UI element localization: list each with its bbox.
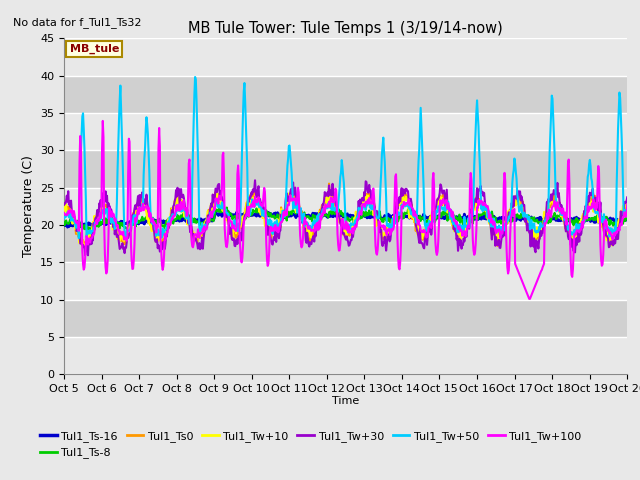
Line: Tul1_Tw+10: Tul1_Tw+10 bbox=[64, 191, 627, 247]
Tul1_Tw+10 bbox=[95, 210, 103, 216]
Tul1_Tw+50 bbox=[420, 208, 428, 214]
Tul1_Ts0 bbox=[82, 247, 90, 252]
Tul1_Tw+30 bbox=[623, 194, 631, 200]
Tul1_Tw+30 bbox=[489, 224, 497, 230]
Tul1_Tw+50 bbox=[191, 74, 199, 80]
Tul1_Ts0 bbox=[489, 230, 497, 236]
Tul1_Tw+30 bbox=[547, 195, 554, 201]
Tul1_Ts-16 bbox=[95, 223, 103, 228]
Line: Tul1_Tw+50: Tul1_Tw+50 bbox=[64, 77, 627, 238]
Text: No data for f_Tul1_Ts32: No data for f_Tul1_Ts32 bbox=[13, 17, 141, 28]
Tul1_Ts-8 bbox=[623, 216, 631, 222]
Tul1_Ts-16 bbox=[388, 213, 396, 219]
Tul1_Ts0 bbox=[95, 209, 103, 215]
Tul1_Tw+30 bbox=[95, 201, 103, 206]
Tul1_Tw+50 bbox=[95, 216, 102, 222]
Tul1_Tw+10 bbox=[388, 221, 396, 227]
Tul1_Ts-8 bbox=[388, 217, 396, 223]
Tul1_Ts0 bbox=[325, 180, 333, 186]
Bar bbox=[64, 337, 627, 374]
Bar bbox=[64, 150, 627, 188]
Tul1_Tw+100 bbox=[488, 216, 496, 222]
X-axis label: Time: Time bbox=[332, 396, 359, 406]
Tul1_Tw+10 bbox=[547, 199, 554, 204]
Tul1_Tw+50 bbox=[547, 131, 554, 137]
Tul1_Ts-8 bbox=[420, 217, 428, 223]
Tul1_Tw+50 bbox=[489, 216, 497, 221]
Tul1_Ts0 bbox=[388, 217, 396, 223]
Tul1_Ts0 bbox=[547, 204, 554, 209]
Bar bbox=[64, 38, 627, 76]
Tul1_Tw+100 bbox=[547, 212, 554, 217]
Line: Tul1_Ts0: Tul1_Ts0 bbox=[64, 183, 627, 250]
Bar bbox=[64, 113, 627, 150]
Tul1_Ts-16 bbox=[403, 214, 411, 220]
Line: Tul1_Tw+100: Tul1_Tw+100 bbox=[64, 121, 627, 299]
Text: MB_tule: MB_tule bbox=[70, 44, 119, 54]
Title: MB Tule Tower: Tule Temps 1 (3/19/14-now): MB Tule Tower: Tule Temps 1 (3/19/14-now… bbox=[188, 21, 503, 36]
Tul1_Tw+50 bbox=[403, 203, 411, 209]
Tul1_Ts0 bbox=[420, 228, 428, 234]
Tul1_Tw+10 bbox=[60, 205, 68, 211]
Tul1_Tw+100 bbox=[403, 200, 410, 206]
Tul1_Tw+30 bbox=[388, 226, 396, 231]
Tul1_Ts-8 bbox=[547, 219, 554, 225]
Tul1_Ts0 bbox=[60, 201, 68, 207]
Line: Tul1_Ts-8: Tul1_Ts-8 bbox=[64, 207, 627, 230]
Tul1_Tw+10 bbox=[79, 244, 87, 250]
Tul1_Tw+100 bbox=[388, 228, 396, 234]
Tul1_Tw+30 bbox=[84, 252, 92, 258]
Tul1_Tw+30 bbox=[420, 245, 428, 251]
Line: Tul1_Tw+30: Tul1_Tw+30 bbox=[64, 180, 627, 255]
Tul1_Tw+100 bbox=[623, 202, 631, 207]
Tul1_Ts-16 bbox=[223, 209, 230, 215]
Tul1_Ts-16 bbox=[547, 218, 554, 224]
Legend: Tul1_Ts-16, Tul1_Ts-8, Tul1_Ts0, Tul1_Tw+10, Tul1_Tw+30, Tul1_Tw+50, Tul1_Tw+100: Tul1_Ts-16, Tul1_Ts-8, Tul1_Ts0, Tul1_Tw… bbox=[36, 427, 586, 463]
Tul1_Tw+10 bbox=[212, 188, 220, 194]
Tul1_Ts-8 bbox=[95, 224, 102, 229]
Tul1_Ts-16 bbox=[489, 214, 497, 220]
Tul1_Tw+30 bbox=[403, 188, 411, 193]
Tul1_Tw+30 bbox=[60, 202, 68, 208]
Tul1_Tw+100 bbox=[60, 210, 68, 216]
Tul1_Ts-8 bbox=[223, 204, 230, 210]
Tul1_Tw+100 bbox=[526, 296, 534, 302]
Bar bbox=[64, 225, 627, 263]
Tul1_Ts0 bbox=[623, 196, 631, 202]
Tul1_Ts-8 bbox=[124, 227, 132, 233]
Bar bbox=[64, 263, 627, 300]
Line: Tul1_Ts-16: Tul1_Ts-16 bbox=[64, 212, 627, 227]
Tul1_Tw+50 bbox=[122, 235, 129, 241]
Tul1_Ts-16 bbox=[60, 222, 68, 228]
Tul1_Ts0 bbox=[403, 193, 411, 199]
Bar bbox=[64, 188, 627, 225]
Tul1_Tw+100 bbox=[420, 227, 428, 233]
Tul1_Ts-8 bbox=[489, 212, 497, 218]
Tul1_Ts-16 bbox=[420, 216, 428, 222]
Tul1_Ts-16 bbox=[623, 216, 631, 222]
Tul1_Tw+50 bbox=[623, 209, 631, 215]
Bar bbox=[64, 300, 627, 337]
Y-axis label: Temperature (C): Temperature (C) bbox=[22, 156, 35, 257]
Tul1_Tw+100 bbox=[99, 118, 107, 124]
Bar bbox=[64, 76, 627, 113]
Tul1_Ts-8 bbox=[60, 219, 68, 225]
Tul1_Ts-8 bbox=[403, 210, 411, 216]
Tul1_Tw+10 bbox=[420, 233, 428, 239]
Tul1_Tw+50 bbox=[388, 216, 396, 222]
Tul1_Tw+10 bbox=[403, 196, 411, 202]
Tul1_Tw+10 bbox=[623, 203, 631, 208]
Tul1_Tw+30 bbox=[251, 178, 259, 183]
Tul1_Tw+10 bbox=[489, 228, 497, 233]
Tul1_Ts-16 bbox=[64, 224, 72, 230]
Tul1_Tw+50 bbox=[60, 216, 68, 221]
Tul1_Tw+100 bbox=[95, 218, 102, 224]
